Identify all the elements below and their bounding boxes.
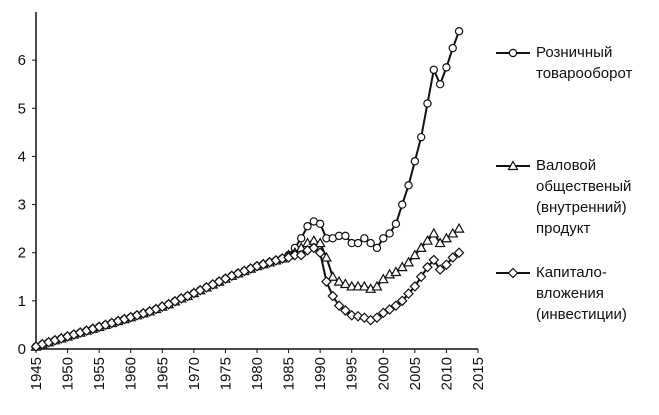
marker <box>352 280 364 291</box>
marker <box>440 232 452 243</box>
marker <box>303 222 312 231</box>
marker <box>507 160 519 171</box>
x-tick-label: 1975 <box>217 357 234 390</box>
marker <box>297 234 306 243</box>
legend-label: Розничный товарооборот <box>536 44 633 82</box>
marker <box>442 63 451 72</box>
x-tick-label: 2015 <box>470 357 487 390</box>
marker <box>390 266 402 277</box>
y-tick-label: 0 <box>18 341 26 358</box>
marker <box>423 99 432 108</box>
marker <box>507 267 519 279</box>
marker <box>409 249 421 260</box>
y-tick-label: 5 <box>18 100 26 117</box>
marker <box>371 280 383 291</box>
x-tick-label: 1995 <box>344 357 361 390</box>
marker <box>320 251 332 262</box>
marker <box>385 229 394 238</box>
marker <box>314 247 326 259</box>
marker <box>341 231 350 241</box>
marker <box>508 48 518 58</box>
x-tick-label: 2000 <box>375 357 392 390</box>
marker <box>435 80 445 89</box>
marker <box>434 237 446 248</box>
marker <box>295 249 307 261</box>
series-line <box>35 30 460 348</box>
marker <box>371 312 383 324</box>
marker <box>315 219 325 229</box>
marker <box>384 304 395 315</box>
marker <box>428 227 440 238</box>
marker <box>358 280 370 291</box>
marker <box>441 259 452 271</box>
x-tick-label: 1980 <box>249 357 266 390</box>
marker <box>403 288 414 299</box>
marker <box>409 281 421 292</box>
marker <box>390 300 402 312</box>
y-tick-label: 2 <box>18 245 26 262</box>
x-tick-label: 1950 <box>60 357 77 390</box>
marker <box>429 65 438 74</box>
marker <box>410 157 420 166</box>
marker <box>428 254 440 266</box>
marker <box>314 237 326 248</box>
marker <box>379 234 388 243</box>
marker <box>398 200 407 209</box>
y-tick-label: 3 <box>18 197 26 214</box>
y-tick-label: 6 <box>18 52 26 69</box>
marker <box>396 295 408 307</box>
x-tick-label: 1945 <box>28 357 45 390</box>
marker <box>403 256 415 267</box>
marker <box>434 264 446 275</box>
marker <box>454 27 464 36</box>
marker <box>333 275 345 286</box>
marker <box>447 227 459 238</box>
marker <box>391 219 401 229</box>
marker <box>416 132 426 142</box>
marker <box>346 280 358 291</box>
marker <box>404 181 413 190</box>
marker <box>339 278 351 289</box>
marker <box>448 43 457 53</box>
x-tick-label: 1985 <box>281 357 298 390</box>
x-tick-label: 1990 <box>312 357 329 390</box>
x-tick-label: 2005 <box>407 357 424 390</box>
marker <box>453 247 465 259</box>
marker <box>453 222 465 233</box>
marker <box>415 242 427 252</box>
marker <box>415 271 427 283</box>
legend-label: Капитало-вложения (инвестиции) <box>536 264 627 323</box>
marker <box>346 309 358 321</box>
legend-label: Валовой общественый (внутренний) продукт <box>536 157 632 237</box>
marker <box>327 271 339 281</box>
marker <box>308 242 320 254</box>
x-tick-label: 1970 <box>186 357 203 390</box>
marker <box>421 234 434 245</box>
marker <box>396 261 408 272</box>
marker <box>327 290 339 302</box>
marker <box>360 234 369 243</box>
marker <box>372 243 382 253</box>
marker <box>366 238 375 248</box>
marker <box>333 300 345 312</box>
x-tick-label: 1955 <box>91 357 108 390</box>
x-tick-label: 1965 <box>154 357 171 390</box>
x-tick-label: 2010 <box>438 357 455 390</box>
marker <box>377 273 389 284</box>
marker <box>353 238 363 248</box>
marker <box>340 305 351 316</box>
marker <box>447 252 459 263</box>
y-tick-label: 4 <box>18 148 26 165</box>
x-tick-label: 1960 <box>123 357 140 390</box>
marker <box>422 261 433 273</box>
y-tick-label: 1 <box>18 293 26 310</box>
marker <box>321 276 332 287</box>
